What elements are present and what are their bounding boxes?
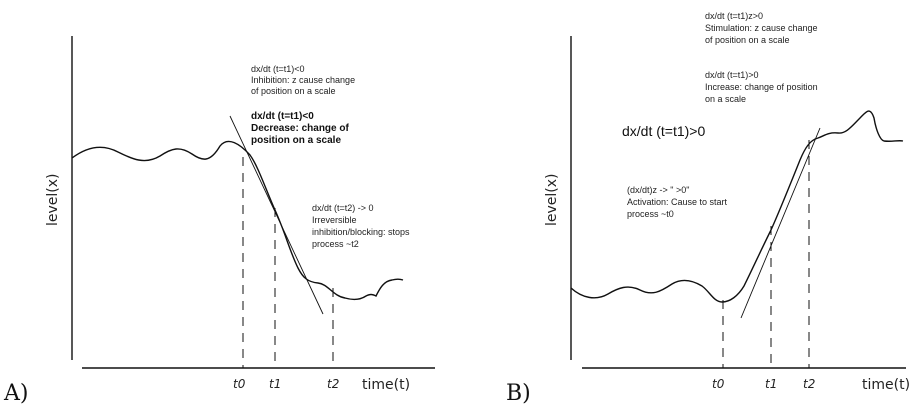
panel-b-annotation-activation: (dx/dt)z -> " >0" Activation: Cause to s… [627,185,728,219]
panel-b: B) level(x) time(t) t0 t1 t2 dx/dt (t=t1… [506,11,909,405]
panel-b-xlabel: time(t) [862,377,909,393]
panel-b-tangent-line [740,127,821,319]
panel-b-tick-t0: t0 [712,377,725,391]
annotation-line: of position on a scale [705,35,790,45]
panel-a-tick-t0: t0 [233,377,246,391]
panel-a: A) level(x) time(t) t0 t1 t2 dx/dt (t=t1… [3,36,435,405]
annotation-line: (dx/dt)z -> " >0" [627,185,689,195]
annotation-line: dx/dt (t=t1)>0 [705,70,759,80]
panel-b-annotation-increase: dx/dt (t=t1)>0 Increase: change of posit… [705,70,818,104]
annotation-line: Activation: Cause to start [627,197,728,207]
panel-b-tick-t2: t2 [803,377,815,391]
panel-b-ylabel: level(x) [544,174,560,227]
annotation-line: Decrease: change of [251,123,349,134]
annotation-line: process ~t0 [627,209,674,219]
annotation-line: Inhibition: z cause change [251,75,355,85]
panel-a-letter: A) [3,381,28,405]
panel-a-annotation-inhibition: dx/dt (t=t1)<0 Inhibition: z cause chang… [251,64,355,96]
annotation-line: dx/dt (t=t1)<0 [251,111,314,122]
panel-a-level-curve [71,140,404,301]
annotation-line: dx/dt (t=t1)<0 [251,64,305,74]
panel-b-tick-t1: t1 [765,377,777,391]
annotation-line: Stimulation: z cause change [705,23,818,33]
panel-a-annotation-decrease: dx/dt (t=t1)<0 Decrease: change of posit… [251,111,349,146]
annotation-line: of position on a scale [251,86,336,96]
panel-a-annotation-irreversible: dx/dt (t=t2) -> 0 Irreversible inhibitio… [312,203,410,249]
panel-b-annotation-stimulation: dx/dt (t=t1)z>0 Stimulation: z cause cha… [705,11,818,45]
annotation-line: position on a scale [251,135,341,146]
annotation-line: inhibition/blocking: stops [312,227,410,237]
annotation-line: dx/dt (t=t1)z>0 [705,11,763,21]
annotation-line: dx/dt (t=t2) -> 0 [312,203,374,213]
panel-a-xlabel: time(t) [362,377,410,393]
annotation-line: on a scale [705,94,746,104]
panel-a-tick-t2: t2 [327,377,339,391]
panel-a-ylabel: level(x) [45,174,61,227]
panel-b-letter: B) [506,381,531,405]
panel-b-level-curve [570,110,904,303]
panel-a-tick-t1: t1 [269,377,281,391]
annotation-line: Increase: change of position [705,82,818,92]
annotation-line: process ~t2 [312,239,359,249]
annotation-line: Irreversible [312,215,357,225]
panel-b-annotation-main: dx/dt (t=t1)>0 [622,123,705,139]
